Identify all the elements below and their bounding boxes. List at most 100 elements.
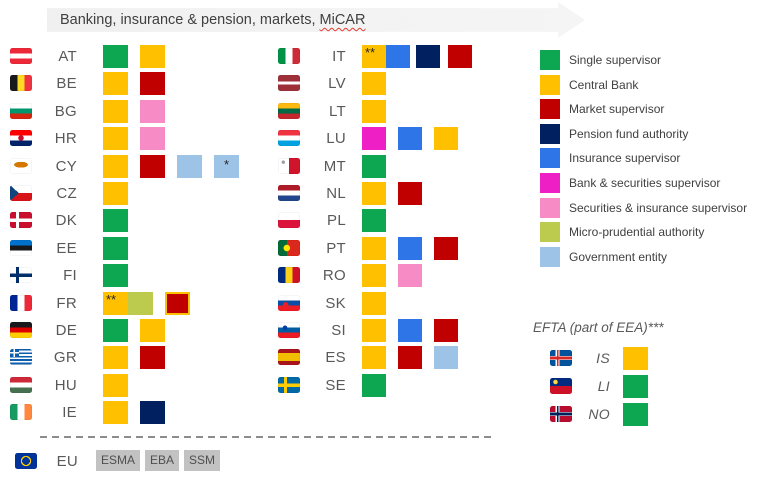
legend-item-insurance: Insurance supervisor [540,148,680,169]
legend-swatch-sec_ins [540,197,560,218]
supervisor-square-central [362,291,386,315]
flag-ro-icon [278,267,300,284]
country-code: DE [55,322,77,339]
legend-item-pension: Pension fund authority [540,123,689,144]
supervisor-square-central [623,347,648,370]
separator-dashed-line [40,436,496,438]
flag-es-icon [278,349,300,366]
country-code: SE [325,376,346,394]
square-asterisk-note: ** [365,45,376,60]
supervisor-square-central [362,346,386,370]
country-row-lv: LV [0,72,759,96]
supervisor-square-central [103,154,128,178]
country-code: HR [54,130,77,148]
supervisor-square-insurance [386,45,410,68]
country-code: IS [596,350,610,366]
country-row-lt: LT [0,99,759,123]
legend-swatch-market [540,99,560,120]
supervisor-square-single [362,154,386,178]
country-row-cy: CY * [0,154,759,178]
supervisor-square-single [103,319,128,342]
flag-sk-icon [278,294,300,311]
supervisor-square-sec_ins [140,99,165,123]
country-code: EU [56,453,78,470]
supervisor-square-central [103,346,128,370]
flag-fi-icon [10,267,32,284]
legend-label: Single supervisor [569,53,662,67]
country-code: ES [325,349,346,367]
supervisor-square-single [103,209,128,233]
country-code: IE [62,404,77,422]
country-row-fr: FR ** [0,291,759,315]
country-row-gr: GR [0,346,759,370]
supervisor-square-market [165,291,190,315]
country-row-pt: PT [0,236,759,260]
supervisor-square-market [434,236,458,260]
supervisor-square-central [362,182,386,205]
country-row-it: IT ** [0,45,759,68]
country-row-dk: DK [0,209,759,233]
title-arrow: Banking, insurance & pension, markets, M… [47,2,585,38]
country-code: SI [331,322,346,339]
efta-title: EFTA (part of EEA)*** [533,320,664,335]
flag-bg-icon [10,102,32,119]
legend-label: Securities & insurance supervisor [569,200,748,215]
flag-nl-icon [278,185,300,201]
supervisor-square-central [434,127,458,151]
country-code: FR [56,294,77,312]
legend-item-bank_sec: Bank & securities supervisor [540,173,720,193]
country-code: LV [328,75,346,93]
flag-fr-icon [10,294,32,311]
supervisor-square-central: ** [362,45,386,68]
country-row-lu: LU [0,127,759,151]
flag-is-icon [550,350,572,366]
legend-swatch-single [540,50,560,70]
supervisor-square-pension [416,45,440,68]
legend-label: Pension fund authority [569,126,689,141]
country-code: PL [327,212,346,230]
legend-label: Bank & securities supervisor [569,176,721,190]
supervisor-square-central [362,99,386,123]
title-prefix: Banking, insurance & pension, markets, [60,12,320,28]
supervisor-square-gov: * [214,154,239,178]
country-code: CZ [56,185,77,202]
country-code: LI [597,378,610,394]
flag-pl-icon [278,212,300,229]
supervisor-square-single [362,373,386,397]
supervisor-square-market [398,182,422,205]
country-code: GR [53,349,77,367]
supervisor-square-sec_ins [398,264,422,288]
supervisor-square-market [140,154,165,178]
legend-label: Central Bank [569,77,639,92]
supervisor-square-central [362,264,386,288]
country-row-cz: CZ [0,182,759,205]
legend-label: Government entity [569,249,668,264]
country-row-pl: PL [0,209,759,233]
country-row-at: AT [0,45,759,68]
eu-badges: ESMA EBA SSM [96,450,221,471]
legend-swatch-central [540,74,560,95]
flag-lt-icon [278,102,300,119]
supervisor-square-central [103,72,128,96]
efta-row-li: LI [550,375,730,398]
country-code: IT [332,48,346,65]
country-code: LU [326,130,346,148]
supervisor-square-micro [128,291,153,315]
supervisor-square-central [362,319,386,342]
country-code: EE [56,239,77,257]
country-row-bg: BG [0,99,759,123]
country-row-ee: EE [0,236,759,260]
country-row-es: ES [0,346,759,370]
supervisor-square-central [103,99,128,123]
country-code: CY [55,157,77,175]
supervisor-square-single [103,236,128,260]
supervisor-square-insurance [398,127,422,151]
country-code: HU [54,376,77,394]
square-asterisk-note: * [223,156,230,172]
supervisor-square-central [362,72,386,96]
flag-cz-icon [10,185,32,201]
supervisor-square-gov [434,346,458,370]
